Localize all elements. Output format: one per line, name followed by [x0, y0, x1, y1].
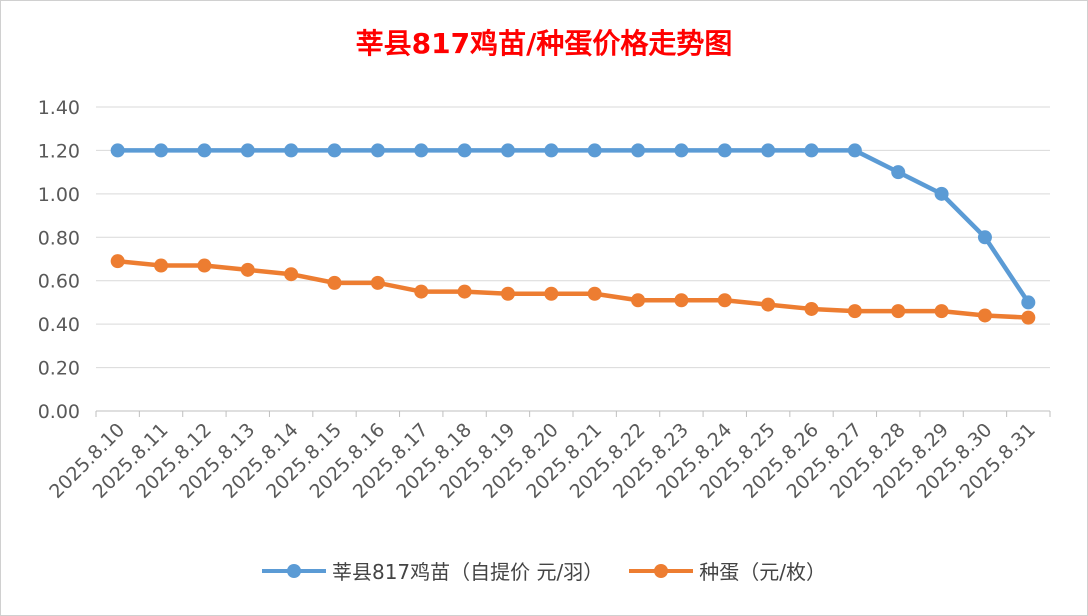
data-point [327, 143, 342, 158]
data-point [500, 286, 515, 301]
legend-label-chick: 莘县817鸡苗（自提价 元/羽） [331, 560, 604, 584]
data-point [1021, 310, 1036, 325]
legend-item-chick: 莘县817鸡苗（自提价 元/羽） [261, 556, 604, 585]
data-point [110, 143, 125, 158]
y-tick-label: 1.00 [38, 184, 80, 206]
y-tick-label: 0.00 [38, 401, 80, 423]
data-point [847, 143, 862, 158]
data-point [631, 293, 646, 308]
data-point [370, 275, 385, 290]
data-point [631, 143, 646, 158]
data-point [240, 143, 255, 158]
data-point [761, 143, 776, 158]
y-tick-label: 0.20 [38, 358, 80, 380]
legend-label-egg: 种蛋（元/枚） [699, 560, 827, 584]
data-point [1021, 295, 1036, 310]
data-point [370, 143, 385, 158]
data-point [977, 308, 992, 323]
data-point [197, 143, 212, 158]
legend-marker-egg [629, 563, 694, 578]
data-point [587, 286, 602, 301]
data-point [284, 143, 299, 158]
data-point [891, 304, 906, 319]
chart-title: 莘县817鸡苗/种蛋价格走势图 [355, 27, 733, 60]
data-point [977, 230, 992, 245]
data-point [544, 143, 559, 158]
data-point [240, 262, 255, 277]
data-point [414, 143, 429, 158]
data-point [717, 143, 732, 158]
data-point [674, 293, 689, 308]
data-point [587, 143, 602, 158]
legend: 莘县817鸡苗（自提价 元/羽） 种蛋（元/枚） [0, 556, 1088, 585]
data-point [804, 143, 819, 158]
data-point [154, 143, 169, 158]
legend-item-egg: 种蛋（元/枚） [629, 556, 826, 585]
data-point [327, 275, 342, 290]
data-point [674, 143, 689, 158]
data-point [197, 258, 212, 273]
data-point [457, 143, 472, 158]
data-point [154, 258, 169, 273]
data-point [284, 267, 299, 282]
y-tick-label: 0.40 [38, 314, 80, 336]
data-point [934, 304, 949, 319]
data-point [934, 186, 949, 201]
data-point [761, 297, 776, 312]
data-point [457, 284, 472, 299]
data-point [110, 254, 125, 269]
y-tick-label: 1.40 [38, 97, 80, 119]
data-point [891, 165, 906, 180]
y-tick-label: 0.80 [38, 227, 80, 249]
data-point [847, 304, 862, 319]
data-point [544, 286, 559, 301]
data-point [804, 301, 819, 316]
data-point [717, 293, 732, 308]
data-point [414, 284, 429, 299]
series-line [117, 258, 1029, 320]
legend-marker-chick [261, 563, 326, 578]
series-line [117, 148, 1031, 304]
data-point [500, 143, 515, 158]
y-tick-label: 0.60 [38, 271, 80, 293]
y-tick-label: 1.20 [38, 140, 80, 162]
